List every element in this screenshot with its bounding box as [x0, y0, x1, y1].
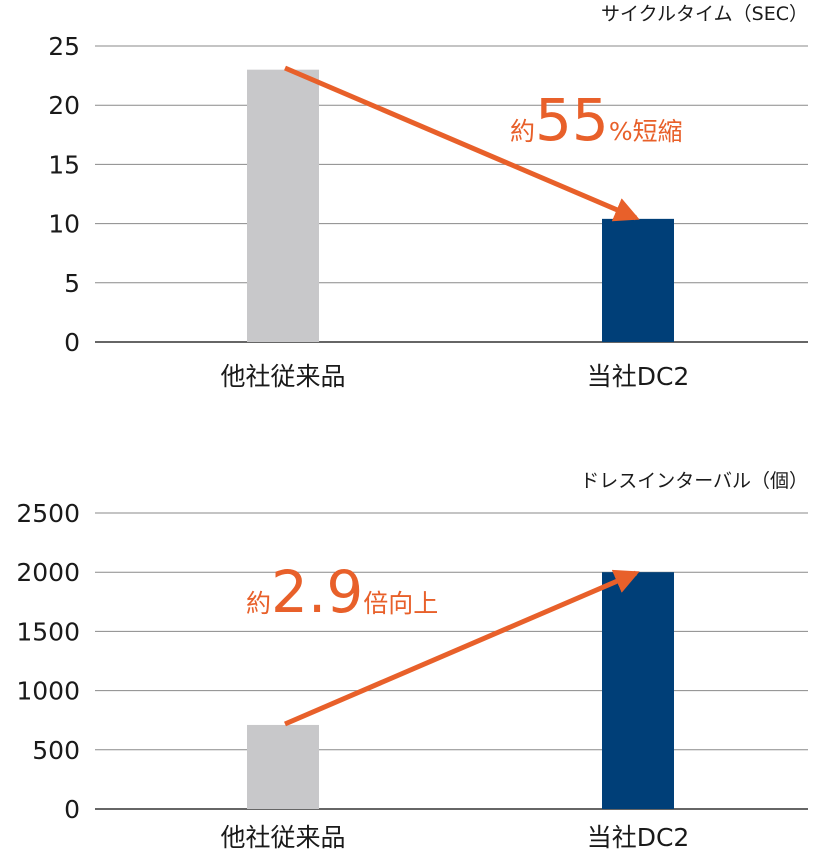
y-tick-label: 25 [48, 32, 80, 61]
y-axis-ticks: 0 500 1000 1500 2000 2500 [16, 499, 80, 824]
y-tick-label: 500 [32, 736, 80, 765]
reduction-arrow [284, 65, 640, 222]
improvement-annotation: 約2.9倍向上 [246, 558, 438, 626]
bars [247, 69, 674, 343]
bar-competitor [247, 724, 319, 809]
category-label: 当社DC2 [587, 823, 690, 852]
y-tick-label: 0 [64, 795, 80, 824]
y-tick-label: 15 [48, 150, 80, 179]
x-axis-categories: 他社従来品 当社DC2 [220, 362, 689, 391]
cycle-time-chart: 0 5 10 15 20 25 他社従来品 当社DC2 サイクルタイム（SEC） 約55%短… [48, 3, 808, 391]
dress-interval-chart: 0 500 1000 1500 2000 2500 他社従来品 当社DC2 ドレスインターバ… [16, 470, 808, 852]
bars [247, 572, 674, 809]
gridlines [95, 512, 808, 810]
category-label: 他社従来品 [220, 362, 345, 391]
y-axis-ticks: 0 5 10 15 20 25 [48, 32, 80, 357]
y-tick-label: 5 [64, 269, 80, 298]
gridlines [95, 45, 808, 343]
x-axis-categories: 他社従来品 当社DC2 [220, 823, 689, 852]
reduction-annotation: 約55%短縮 [510, 86, 683, 154]
bar-competitor [247, 69, 319, 343]
y-tick-label: 2000 [16, 558, 80, 587]
y-tick-label: 1000 [16, 677, 80, 706]
unit-label: サイクルタイム（SEC） [601, 3, 808, 25]
category-label: 当社DC2 [587, 362, 690, 391]
bar-own-product [602, 572, 674, 809]
y-tick-label: 0 [64, 328, 80, 357]
y-tick-label: 10 [48, 210, 80, 239]
y-tick-label: 2500 [16, 499, 80, 528]
bar-own-product [602, 218, 674, 342]
unit-label: ドレスインターバル（個） [580, 470, 808, 492]
y-tick-label: 20 [48, 91, 80, 120]
improvement-arrow [284, 569, 640, 727]
category-label: 他社従来品 [220, 823, 345, 852]
y-tick-label: 1500 [16, 617, 80, 646]
